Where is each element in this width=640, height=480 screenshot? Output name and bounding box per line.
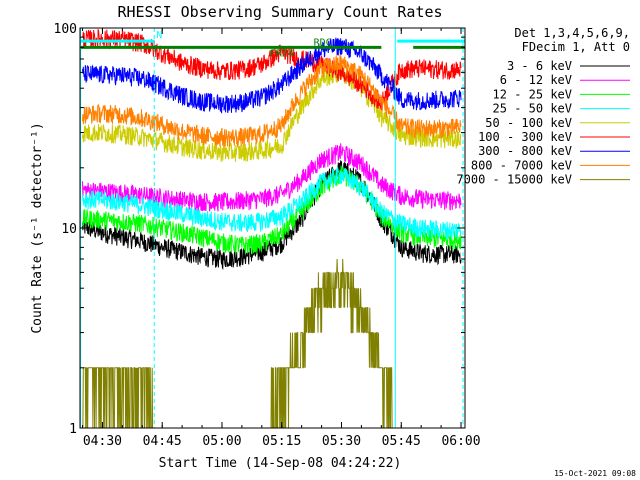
annotation-2: FR24 <box>270 49 294 60</box>
series-line-5 <box>82 28 462 111</box>
series-line-7 <box>82 54 462 147</box>
annotation-0: N <box>156 30 162 41</box>
legend-header-line-1: Det 1,3,4,5,6,9, <box>514 26 630 40</box>
legend-label-0: 3 - 6 keV <box>507 59 572 73</box>
series-line-3 <box>82 166 462 240</box>
legend: Det 1,3,4,5,6,9, FDecim 1, Att 0 3 - 6 k… <box>456 26 630 187</box>
plot-area: N RDC FR24 <box>80 28 465 429</box>
axes: 04:30 04:45 05:00 05:15 05:30 05:45 06:00 1 10 10… <box>54 22 481 449</box>
x-tick-label-1: 04:45 <box>143 434 182 449</box>
legend-label-3: 25 - 50 keV <box>493 102 572 116</box>
x-tick-label-5: 05:45 <box>382 434 421 449</box>
x-tick-label-3: 05:15 <box>262 434 301 449</box>
legend-label-8: 7000 - 15000 keV <box>456 173 572 187</box>
legend-label-4: 50 - 100 keV <box>485 116 572 130</box>
legend-header-line-2: FDecim 1, Att 0 <box>522 40 630 54</box>
x-tick-label-2: 05:00 <box>202 434 241 449</box>
legend-label-7: 800 - 7000 keV <box>471 158 572 172</box>
legend-label-6: 300 - 800 keV <box>478 144 572 158</box>
annotation-1: RDC <box>314 37 332 48</box>
series-line-6 <box>82 37 462 114</box>
series-line-1 <box>82 143 462 212</box>
series-line-2 <box>82 165 462 255</box>
y-tick-label-1: 10 <box>61 222 77 237</box>
x-tick-label-0: 04:30 <box>83 434 122 449</box>
legend-label-1: 6 - 12 keV <box>500 73 572 87</box>
x-tick-label-6: 06:00 <box>441 434 480 449</box>
legend-label-2: 12 - 25 keV <box>493 87 572 101</box>
x-tick-label-4: 05:30 <box>322 434 361 449</box>
x-axis-label: Start Time (14-Sep-08 04:24:22) <box>159 456 402 471</box>
y-tick-label-0: 1 <box>69 422 77 437</box>
timestamp: 15-Oct-2021 09:08 <box>554 469 636 478</box>
y-axis-label: Count Rate (s⁻¹ detector⁻¹) <box>30 122 45 333</box>
series-line-0 <box>82 160 462 270</box>
chart-title: RHESSI Observing Summary Count Rates <box>117 3 442 21</box>
y-tick-label-2: 100 <box>54 22 77 37</box>
series-line-8 <box>82 258 461 429</box>
legend-label-5: 100 - 300 keV <box>478 130 572 144</box>
